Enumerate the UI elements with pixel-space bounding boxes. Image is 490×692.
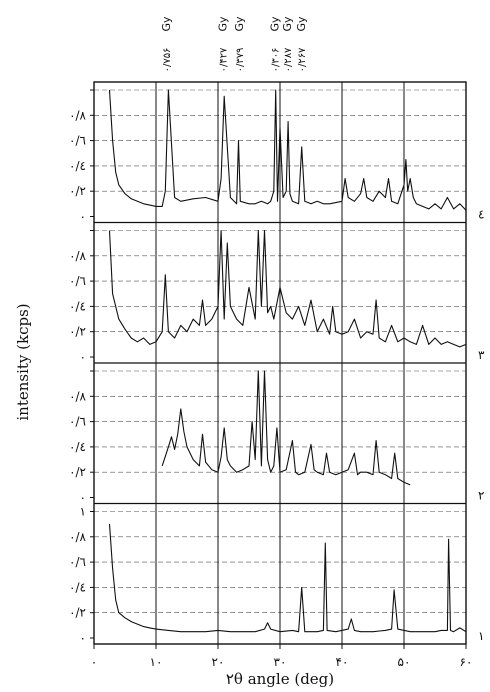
peak-phase-label: Gy [281, 16, 294, 32]
x-tick-label: ۶۰ [460, 655, 473, 669]
y-tick-label: ۰/٤ [69, 580, 86, 594]
y-tick-label: ۰ [80, 210, 86, 224]
series-label: ۳ [478, 348, 485, 362]
peak-phase-label: Gy [233, 16, 246, 32]
peak-d-spacing-label: ۰/۳۰۶ [270, 48, 281, 73]
series-label: ۱ [478, 629, 484, 643]
x-tick-label: ۰ [91, 655, 97, 669]
y-tick-label: ۰/٦ [69, 274, 86, 288]
y-tick-label: ۰/۸ [69, 108, 86, 122]
peak-d-spacing-label: ۰/۳۷۹ [235, 48, 246, 73]
x-tick-label: ۵۰ [398, 655, 411, 669]
y-tick-label: ۰/٦ [69, 555, 86, 569]
peak-d-spacing-label: ۰/۷۵۶ [162, 48, 173, 73]
y-tick-label: ۰/٤ [69, 299, 86, 313]
y-tick-label: ۰/٦ [69, 415, 86, 429]
y-tick-label: ۰ [80, 631, 86, 645]
x-axis-title: ۲θ angle (deg) [226, 670, 334, 688]
y-tick-label: ۰/۲ [69, 606, 86, 620]
series-line-4 [108, 89, 467, 211]
series-label: ٤ [478, 208, 484, 222]
peak-d-spacing-label: ۰/۴۲۷ [218, 47, 229, 72]
series-line-3 [108, 229, 467, 348]
y-tick-label: ۰/۸ [69, 249, 86, 263]
y-tick-label: ۰/۸ [69, 530, 86, 544]
peak-phase-label: Gy [216, 16, 229, 32]
y-axis-title: intensity (kcps) [14, 303, 32, 420]
x-tick-label: ۱۰ [150, 655, 163, 669]
series-line-1 [108, 524, 467, 633]
peak-phase-label: Gy [268, 16, 281, 32]
y-tick-label: ۰/۲ [69, 184, 86, 198]
y-tick-label: ۰/۸ [69, 389, 86, 403]
series-label: ۲ [478, 489, 484, 503]
y-tick-label: ۰/٤ [69, 440, 86, 454]
y-tick-label: ۰/٦ [69, 134, 86, 148]
peak-d-spacing-label: ۰/۲۸۷ [283, 47, 294, 72]
peak-d-spacing-label: ۰/۲۶۷ [297, 47, 308, 72]
peak-phase-label: Gy [160, 16, 173, 32]
x-tick-label: ۲۰ [212, 655, 225, 669]
x-tick-label: ۳۰ [274, 655, 287, 669]
y-tick-label: ۱ [80, 505, 86, 519]
y-tick-label: ۰/۲ [69, 325, 86, 339]
y-tick-label: ۰ [80, 491, 86, 505]
peak-phase-label: Gy [295, 16, 308, 32]
y-tick-label: ۰/۲ [69, 465, 86, 479]
y-tick-label: ۰ [80, 350, 86, 364]
y-tick-label: ۰/٤ [69, 159, 86, 173]
x-tick-label: ۴۰ [336, 655, 349, 669]
series-line-2 [161, 370, 411, 486]
